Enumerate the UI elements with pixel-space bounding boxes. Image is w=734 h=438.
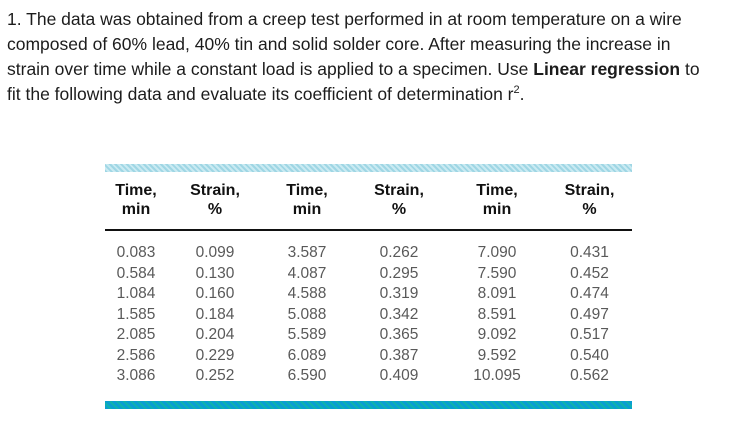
table-row: 3.086 0.252 6.590 0.409 10.095 0.562 — [105, 366, 632, 387]
table-cell: 4.087 — [287, 264, 327, 282]
table-cell: 6.590 — [287, 367, 327, 384]
problem-superscript: 2 — [513, 84, 520, 97]
table-cell: 0.474 — [570, 285, 609, 302]
header-line2: % — [391, 201, 407, 218]
table-row: 0.584 0.130 4.087 0.295 7.590 0.452 — [105, 264, 632, 285]
problem-text-intro: 1. The data was obtained from a creep te… — [7, 9, 682, 79]
table-cell: 0.099 — [195, 244, 235, 261]
table-cell: 0.295 — [379, 264, 419, 282]
table-cell: 7.590 — [477, 264, 517, 282]
table-cell: 0.584 — [116, 264, 156, 282]
table-cell: 0.342 — [379, 305, 419, 323]
table-cell: 2.085 — [116, 326, 156, 343]
header-line2: % — [207, 201, 223, 218]
table-cell: 7.090 — [477, 244, 517, 261]
table-cell: 0.517 — [570, 326, 609, 343]
column-header-time-1: Time, min — [105, 181, 167, 219]
table-cell: 0.160 — [195, 285, 235, 302]
table-cell: 8.591 — [477, 305, 517, 323]
table-cell: 0.452 — [570, 264, 609, 282]
header-line2: min — [121, 201, 151, 218]
header-line1: Strain, — [190, 182, 240, 199]
table-row: 2.586 0.229 6.089 0.387 9.592 0.540 — [105, 346, 632, 367]
problem-method-bold: Linear regression — [533, 59, 681, 79]
table-cell: 10.095 — [473, 367, 521, 384]
table-bottom-border — [105, 400, 632, 409]
column-header-strain-3: Strain,% — [547, 181, 632, 219]
table-header-row: Time, min Strain,% Time, min Strain,% Time… — [105, 172, 632, 229]
table-cell: 0.262 — [379, 244, 419, 261]
table-row: 1.084 0.160 4.588 0.319 8.091 0.474 — [105, 284, 632, 305]
table-cell: 0.184 — [195, 305, 235, 323]
table-cell: 0.431 — [570, 244, 609, 261]
table-cell: 5.088 — [287, 305, 327, 323]
header-line1: Time, — [286, 182, 328, 199]
table-cell: 0.083 — [116, 244, 156, 261]
header-line2: min — [482, 201, 512, 218]
table-cell: 0.130 — [195, 264, 235, 282]
table-cell: 2.586 — [116, 346, 156, 364]
table-cell: 0.497 — [570, 305, 609, 323]
table-cell: 4.588 — [287, 285, 327, 302]
header-line2: % — [582, 201, 597, 218]
column-header-time-2: Time, min — [263, 181, 351, 219]
table-cell: 1.084 — [116, 285, 156, 302]
table-cell: 1.585 — [116, 305, 156, 323]
table-cell: 0.252 — [195, 367, 235, 384]
table-cell: 0.204 — [195, 326, 235, 343]
table-cell: 6.089 — [287, 346, 327, 364]
table-cell: 0.540 — [570, 346, 609, 364]
table-cell: 3.587 — [287, 244, 327, 261]
problem-period: . — [519, 84, 525, 104]
header-line1: Time, — [476, 182, 518, 199]
column-header-time-3: Time, min — [447, 181, 547, 219]
header-line1: Strain, — [374, 182, 424, 199]
table-cell: 3.086 — [116, 367, 156, 384]
table-cell: 8.091 — [477, 285, 517, 302]
table-cell: 5.589 — [287, 326, 327, 343]
table-row: 0.083 0.099 3.587 0.262 7.090 0.431 — [105, 243, 632, 264]
problem-text-rest: to fit the following data and evaluate i… — [7, 59, 700, 104]
table-cell: 0.562 — [570, 367, 609, 384]
table-cell: 0.319 — [379, 285, 419, 302]
table-top-border — [105, 164, 632, 172]
table-row: 1.585 0.184 5.088 0.342 8.591 0.497 — [105, 305, 632, 326]
header-line2: min — [292, 201, 322, 218]
header-line1: Strain, — [564, 182, 615, 199]
table-cell: 0.409 — [379, 367, 419, 384]
table-cell: 0.387 — [379, 346, 419, 364]
creep-data-table: Time, min Strain,% Time, min Strain,% Time… — [105, 164, 632, 409]
table-cell: 9.592 — [477, 346, 517, 364]
problem-statement: 1. The data was obtained from a creep te… — [7, 7, 713, 107]
header-divider-rule — [105, 229, 632, 231]
column-header-strain-2: Strain,% — [351, 181, 447, 219]
table-cell: 0.365 — [379, 326, 419, 343]
header-line1: Time, — [115, 182, 157, 199]
table-cell: 0.229 — [195, 346, 235, 364]
table-cell: 9.092 — [477, 326, 517, 343]
column-header-strain-1: Strain,% — [167, 181, 263, 219]
table-body: 0.083 0.099 3.587 0.262 7.090 0.431 0.58… — [105, 231, 632, 401]
table-row: 2.085 0.204 5.589 0.365 9.092 0.517 — [105, 325, 632, 346]
